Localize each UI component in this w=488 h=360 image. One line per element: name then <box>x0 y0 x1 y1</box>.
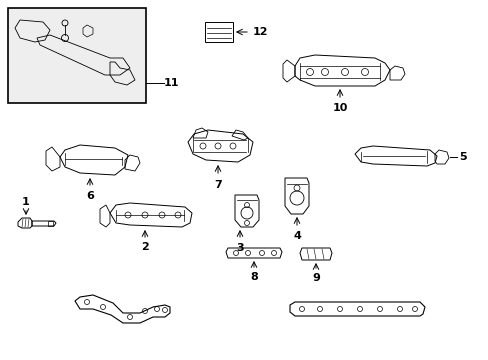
Bar <box>204 22 232 42</box>
Bar <box>48 221 53 226</box>
Text: 9: 9 <box>311 273 319 283</box>
Text: 10: 10 <box>332 103 347 113</box>
Bar <box>8 8 146 103</box>
Text: 3: 3 <box>236 243 244 253</box>
Text: 5: 5 <box>458 152 466 162</box>
Text: 8: 8 <box>250 272 257 282</box>
Text: 11: 11 <box>163 78 179 88</box>
Text: 7: 7 <box>214 180 222 190</box>
Text: 4: 4 <box>292 231 300 241</box>
Text: 12: 12 <box>252 27 267 37</box>
Text: 2: 2 <box>141 242 148 252</box>
Text: 1: 1 <box>22 197 30 207</box>
Text: 6: 6 <box>86 191 94 201</box>
